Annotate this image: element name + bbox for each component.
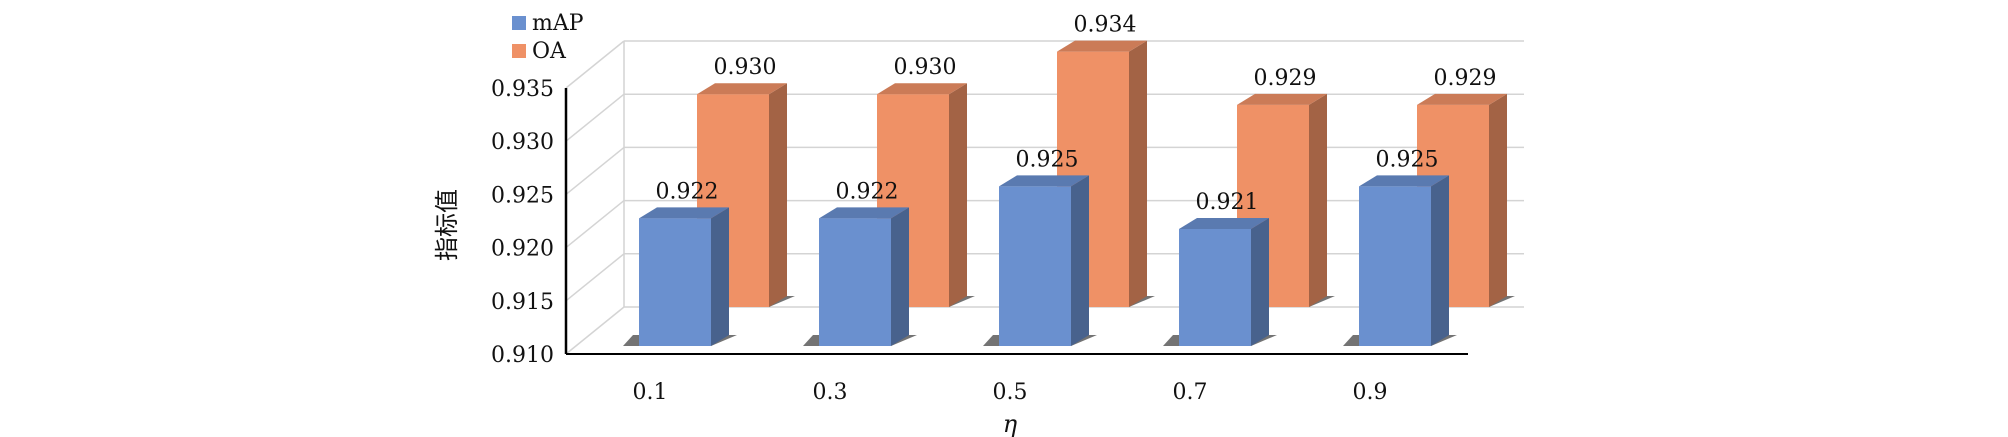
bars bbox=[623, 40, 1515, 346]
gridline-side bbox=[565, 146, 625, 195]
x-tick-label: 0.1 bbox=[633, 380, 668, 405]
x-tick-label: 0.3 bbox=[813, 380, 848, 405]
bar-oa-0.3-side bbox=[949, 83, 967, 307]
bar-map-0.7-side bbox=[1251, 217, 1269, 346]
bar-oa-0.5-side bbox=[1129, 40, 1147, 307]
bar-map-0.7-label: 0.921 bbox=[1196, 190, 1259, 215]
bar-map-0.3-side bbox=[891, 207, 909, 346]
bar-map-0.3-top bbox=[819, 207, 909, 219]
bar-map-0.3-label: 0.922 bbox=[836, 179, 899, 204]
y-tick-label: 0.935 bbox=[491, 77, 554, 102]
legend-label-oa: OA bbox=[532, 39, 567, 64]
legend-swatch-oa bbox=[512, 44, 526, 58]
bar-map-0.1-top bbox=[639, 207, 729, 219]
bar-map-0.7-front bbox=[1179, 228, 1251, 346]
bar-oa-0.1-label: 0.930 bbox=[714, 55, 777, 80]
bar-map-0.1 bbox=[623, 207, 737, 346]
bar-map-0.9-top bbox=[1359, 175, 1449, 187]
y-tick-label: 0.915 bbox=[491, 290, 554, 315]
bar-oa-0.3-top bbox=[877, 83, 967, 95]
x-tick-label: 0.7 bbox=[1173, 380, 1208, 405]
bar-oa-0.1-side bbox=[769, 83, 787, 307]
bar-oa-0.7-label: 0.929 bbox=[1254, 66, 1317, 91]
y-tick-label: 0.930 bbox=[491, 130, 554, 155]
bar-map-0.9-side bbox=[1431, 175, 1449, 346]
legend-label-map: mAP bbox=[532, 11, 584, 36]
bar-oa-0.9-side bbox=[1489, 93, 1507, 307]
bar-map-0.1-front bbox=[639, 218, 711, 346]
bar-map-0.9-label: 0.925 bbox=[1376, 147, 1439, 172]
bar-oa-0.3-label: 0.930 bbox=[894, 55, 957, 80]
bar-map-0.1-label: 0.922 bbox=[656, 179, 719, 204]
y-axis-title: 指标值 bbox=[433, 189, 461, 261]
bar-oa-0.5-top bbox=[1057, 40, 1147, 52]
bar-oa-0.5-label: 0.934 bbox=[1074, 13, 1137, 38]
y-tick-label: 0.925 bbox=[491, 183, 554, 208]
axes bbox=[564, 88, 1468, 355]
bar-map-0.3-front bbox=[819, 218, 891, 346]
bar-oa-0.1-top bbox=[697, 83, 787, 95]
x-tick-label: 0.9 bbox=[1353, 380, 1388, 405]
gridline-side bbox=[565, 93, 625, 142]
bar-map-0.7 bbox=[1163, 217, 1277, 346]
bar-map-0.9 bbox=[1343, 175, 1457, 346]
gridline-side bbox=[565, 40, 625, 89]
bar-map-0.5-label: 0.925 bbox=[1016, 147, 1079, 172]
bar-map-0.7-top bbox=[1179, 217, 1269, 229]
bar-map-0.3 bbox=[803, 207, 917, 346]
y-tick-label: 0.910 bbox=[491, 343, 554, 368]
bar-map-0.5-top bbox=[999, 175, 1089, 187]
data-labels: 0.930 0.922 0.930 0.922 0.934 0.925 0.929 0.921… bbox=[656, 13, 1497, 215]
legend-swatch-map bbox=[512, 16, 526, 30]
bar-map-0.1-side bbox=[711, 207, 729, 346]
bar-oa-0.9 bbox=[1401, 93, 1515, 307]
legend: mAP OA bbox=[512, 11, 584, 64]
bar-map-0.5-side bbox=[1071, 175, 1089, 346]
bar-map-0.5-front bbox=[999, 186, 1071, 346]
bar-oa-0.9-top bbox=[1417, 93, 1507, 105]
x-tick-labels: 0.1 0.3 0.5 0.7 0.9 bbox=[633, 380, 1388, 405]
gridline-side bbox=[565, 306, 625, 355]
bar-oa-0.9-label: 0.929 bbox=[1434, 66, 1497, 91]
bar-map-0.9-front bbox=[1359, 186, 1431, 346]
bar-map-0.5 bbox=[983, 175, 1097, 346]
bar-oa-0.7-top bbox=[1237, 93, 1327, 105]
y-tick-label: 0.920 bbox=[491, 237, 554, 262]
x-axis-title: η bbox=[1003, 410, 1018, 437]
bar-oa-0.7-side bbox=[1309, 93, 1327, 307]
gridline-side bbox=[565, 253, 625, 302]
x-tick-label: 0.5 bbox=[993, 380, 1028, 405]
gridline-side bbox=[565, 200, 625, 249]
y-tick-labels: 0.910 0.915 0.920 0.925 0.930 0.935 bbox=[491, 77, 554, 368]
